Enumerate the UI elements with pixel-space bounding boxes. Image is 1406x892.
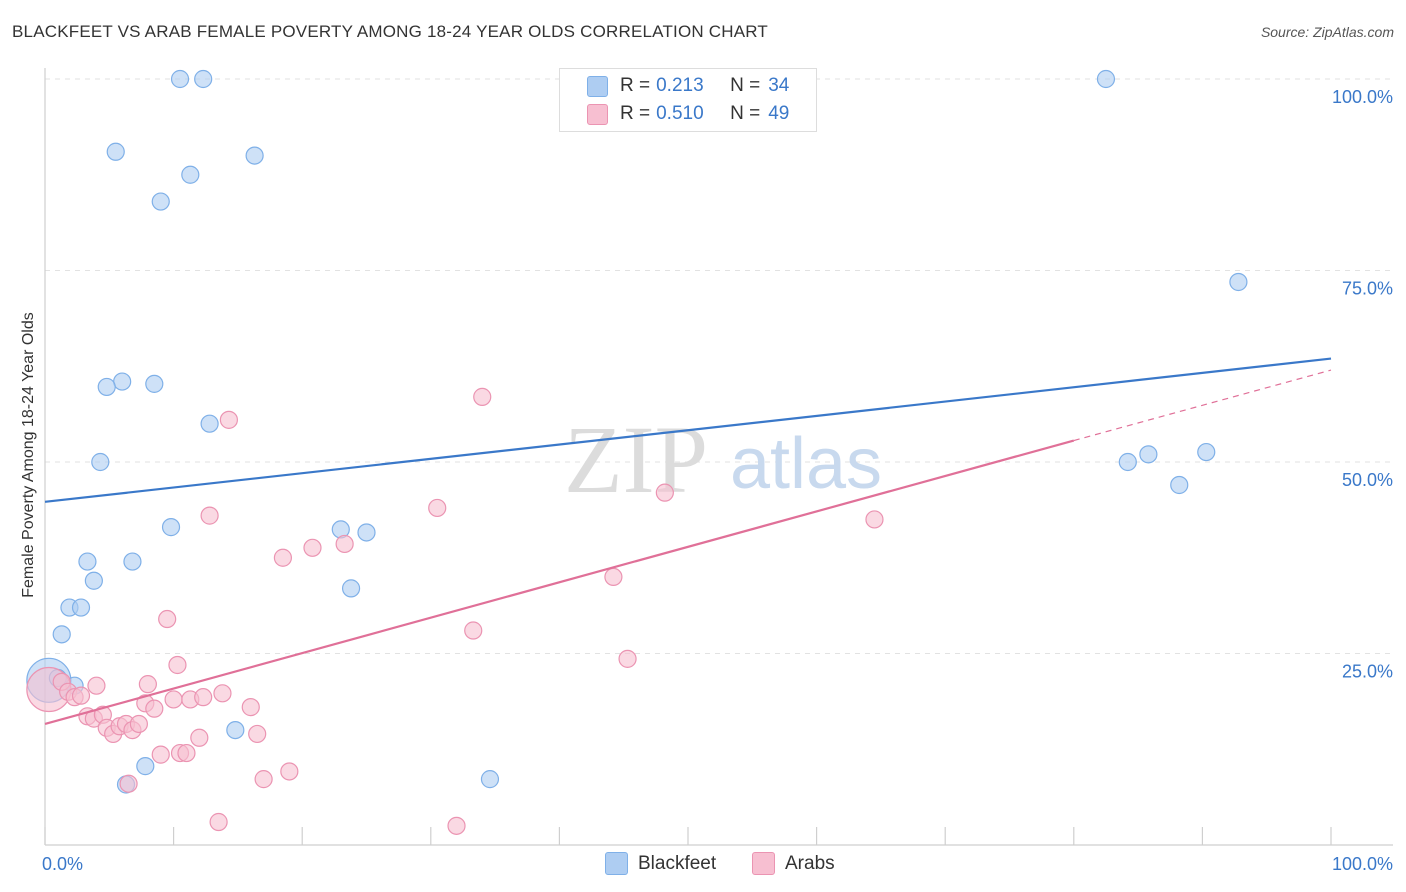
arab-point xyxy=(119,774,138,793)
blackfeet-point xyxy=(200,414,219,433)
gridlines xyxy=(45,78,1393,654)
blackfeet-point xyxy=(161,518,181,537)
blackfeet-point xyxy=(194,69,213,89)
arab-point xyxy=(248,724,267,744)
legend-item-blackfeet: Blackfeet xyxy=(605,852,716,875)
blackfeet-point xyxy=(1170,475,1189,495)
y-tick-label: 50.0% xyxy=(1342,470,1393,490)
arab-point xyxy=(164,690,183,709)
r-value: 0.213 xyxy=(656,75,704,96)
arab-point xyxy=(447,816,466,835)
tick-labels: 25.0% 50.0% 75.0% 100.0% 0.0% 100.0% xyxy=(42,87,1393,874)
arab-point xyxy=(87,676,106,695)
blackfeet-point xyxy=(480,770,500,789)
arab-point xyxy=(655,483,674,502)
legend-label-blackfeet: Blackfeet xyxy=(638,852,717,874)
blackfeet-point xyxy=(1118,452,1137,472)
arab-point xyxy=(618,649,637,668)
blackfeet-point xyxy=(357,523,376,542)
blackfeet-point xyxy=(113,372,132,391)
arab-point xyxy=(428,498,447,518)
series-legend: Blackfeet Arabs xyxy=(0,852,1406,878)
arab-point xyxy=(241,698,260,717)
arab-point xyxy=(219,410,238,429)
x-tick-label: 100.0% xyxy=(1332,854,1393,874)
blackfeet-legend-swatch xyxy=(605,852,628,875)
chart-title: BLACKFEET VS ARAB FEMALE POVERTY AMONG 1… xyxy=(12,22,769,41)
arab-point xyxy=(254,770,273,789)
blackfeet-point xyxy=(145,374,164,393)
blackfeet-point xyxy=(106,142,125,161)
arab-point xyxy=(168,655,187,675)
arab-point xyxy=(151,745,170,764)
arab-point xyxy=(158,609,177,629)
blackfeet-point xyxy=(1229,272,1248,292)
trend-lines xyxy=(44,357,1332,726)
arab-point xyxy=(71,686,91,705)
n-label: N = xyxy=(730,103,761,124)
legend-row-blackfeet: R = 0.213 N = 34 xyxy=(587,73,790,99)
series-arabs xyxy=(26,387,884,835)
blackfeet-point xyxy=(1197,442,1216,462)
blackfeet-point xyxy=(151,192,170,211)
blackfeet-point xyxy=(78,552,97,571)
blackfeet-point xyxy=(341,579,361,598)
arab-point xyxy=(464,621,483,640)
n-value: 34 xyxy=(768,75,790,96)
blackfeet-point xyxy=(97,377,116,397)
stats-legend: R = 0.213 N = 34 R = 0.510 N = 49 xyxy=(559,68,817,132)
arab-point xyxy=(194,688,213,707)
watermark-zip: ZIP xyxy=(564,406,708,513)
blackfeet-point xyxy=(170,69,190,89)
blackfeet-point xyxy=(52,625,71,644)
arab-point xyxy=(273,548,293,567)
legend-item-arabs: Arabs xyxy=(752,852,835,875)
blackfeet-point xyxy=(181,165,200,184)
blackfeet-point xyxy=(71,598,91,617)
blackfeet-point xyxy=(91,452,110,472)
arab-point xyxy=(138,675,157,694)
legend-label-arabs: Arabs xyxy=(785,852,835,874)
arabs-swatch xyxy=(587,103,608,125)
arab-point xyxy=(604,567,623,587)
arabs-legend-swatch xyxy=(752,852,775,875)
arab-point xyxy=(335,534,354,554)
arab-point xyxy=(177,743,196,763)
blackfeet-point xyxy=(245,146,264,165)
watermark-atlas: atlas xyxy=(730,424,882,504)
blackfeet-point xyxy=(1139,445,1158,464)
arabs-trend-extension xyxy=(1073,369,1332,442)
source-label: Source: ZipAtlas.com xyxy=(1260,24,1394,40)
arab-point xyxy=(190,728,209,747)
arab-point xyxy=(473,387,492,406)
y-tick-label: 75.0% xyxy=(1342,279,1393,299)
y-tick-label: 25.0% xyxy=(1342,662,1393,682)
arabs-trend-line xyxy=(44,439,1075,726)
arab-point xyxy=(865,510,884,529)
arab-point xyxy=(145,699,164,718)
blackfeet-point xyxy=(226,720,245,740)
arab-point xyxy=(200,506,219,525)
blackfeet-trend-line xyxy=(44,357,1332,503)
arab-point xyxy=(213,684,232,703)
arab-point xyxy=(280,762,299,781)
r-value: 0.510 xyxy=(656,103,704,124)
blackfeet-point xyxy=(136,757,155,776)
blackfeet-point xyxy=(123,552,142,571)
arab-point xyxy=(209,812,228,832)
y-tick-label: 100.0% xyxy=(1332,87,1393,107)
n-label: N = xyxy=(730,75,761,96)
blackfeet-swatch xyxy=(587,75,608,97)
axes xyxy=(44,68,1393,846)
arab-point xyxy=(303,538,322,557)
arab-point xyxy=(129,714,148,734)
blackfeet-point xyxy=(1096,69,1116,89)
r-label: R = xyxy=(620,103,651,124)
x-tick-label: 0.0% xyxy=(42,854,83,874)
r-label: R = xyxy=(620,75,651,96)
n-value: 49 xyxy=(768,103,790,124)
legend-row-arabs: R = 0.510 N = 49 xyxy=(587,101,790,127)
blackfeet-point xyxy=(84,571,103,590)
